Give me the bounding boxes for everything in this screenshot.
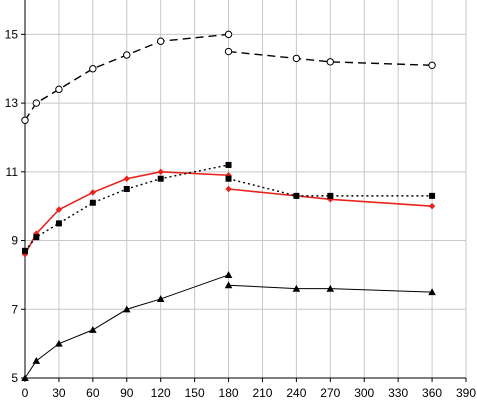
x-tick-label: 90 bbox=[120, 386, 134, 400]
data-point-triangle bbox=[89, 326, 97, 333]
data-point-square bbox=[33, 234, 40, 241]
series-dotted-filled-square bbox=[22, 161, 436, 254]
y-tick-label: 11 bbox=[6, 165, 19, 179]
data-point-square bbox=[327, 192, 334, 199]
series-line bbox=[228, 178, 433, 197]
series-dashed-open-circle bbox=[21, 30, 436, 124]
data-point-circle bbox=[89, 65, 97, 73]
x-tick-label: 60 bbox=[86, 386, 100, 400]
data-point-triangle bbox=[55, 339, 63, 347]
data-point-diamond bbox=[225, 185, 232, 193]
data-point-triangle bbox=[224, 281, 233, 289]
data-point-square bbox=[225, 161, 232, 168]
data-point-triangle bbox=[326, 284, 335, 292]
data-point-square bbox=[22, 247, 28, 254]
y-tick-label: 9 bbox=[11, 234, 18, 248]
series-solid-filled-triangle bbox=[21, 271, 436, 382]
gridlines bbox=[25, 0, 467, 379]
y-tick-label: 13 bbox=[5, 96, 19, 110]
data-point-circle bbox=[224, 30, 233, 39]
data-point-diamond bbox=[55, 206, 63, 213]
data-point-circle bbox=[55, 85, 63, 94]
data-point-triangle bbox=[32, 357, 41, 364]
data-point-diamond bbox=[428, 202, 436, 210]
data-point-square bbox=[225, 175, 232, 182]
data-point-triangle bbox=[21, 374, 29, 382]
data-point-circle bbox=[326, 58, 335, 66]
data-point-diamond bbox=[123, 175, 130, 182]
x-tick-label: 360 bbox=[422, 386, 442, 400]
data-point-triangle bbox=[428, 288, 436, 296]
data-point-square bbox=[123, 186, 130, 192]
data-point-circle bbox=[21, 116, 29, 124]
data-point-circle bbox=[224, 47, 233, 56]
data-point-triangle bbox=[122, 305, 131, 313]
series-solid-red-diamond bbox=[21, 168, 436, 258]
data-point-circle bbox=[32, 99, 41, 107]
data-point-circle bbox=[156, 37, 165, 45]
x-tick-label: 30 bbox=[52, 386, 66, 400]
data-point-diamond bbox=[33, 230, 40, 237]
series-line bbox=[228, 188, 433, 207]
data-point-triangle bbox=[156, 295, 165, 303]
data-point-square bbox=[89, 199, 96, 206]
axes bbox=[21, 0, 467, 382]
series-group bbox=[21, 30, 436, 382]
x-tick-label: 120 bbox=[151, 386, 171, 400]
y-tick-label: 15 bbox=[5, 27, 19, 41]
data-point-square bbox=[157, 175, 164, 182]
series-line bbox=[228, 284, 433, 293]
x-tick-label: 0 bbox=[22, 386, 29, 400]
data-point-square bbox=[429, 192, 436, 199]
y-tick-label: 7 bbox=[11, 302, 18, 316]
x-tick-label: 270 bbox=[320, 386, 340, 400]
data-point-circle bbox=[123, 51, 131, 59]
series-line bbox=[228, 50, 433, 66]
data-point-triangle bbox=[224, 271, 233, 278]
data-point-diamond bbox=[89, 189, 97, 196]
data-point-triangle bbox=[292, 284, 301, 292]
x-tick-label: 150 bbox=[185, 386, 205, 400]
x-tick-label: 210 bbox=[252, 386, 272, 400]
data-point-square bbox=[293, 192, 300, 199]
tick-labels: 0 30 60 90 120 150 180 210 240 270 300 330 360 390 5 7 9… bbox=[5, 27, 477, 400]
x-tick-label: 390 bbox=[456, 386, 476, 400]
data-point-circle bbox=[292, 54, 301, 63]
data-point-diamond bbox=[157, 168, 164, 176]
x-tick-label: 180 bbox=[219, 386, 239, 400]
data-point-circle bbox=[428, 61, 436, 69]
data-point-square bbox=[55, 220, 62, 227]
x-tick-label: 240 bbox=[286, 386, 306, 400]
x-tick-label: 330 bbox=[388, 386, 408, 400]
y-tick-label: 5 bbox=[11, 371, 18, 385]
x-tick-label: 300 bbox=[354, 386, 374, 400]
